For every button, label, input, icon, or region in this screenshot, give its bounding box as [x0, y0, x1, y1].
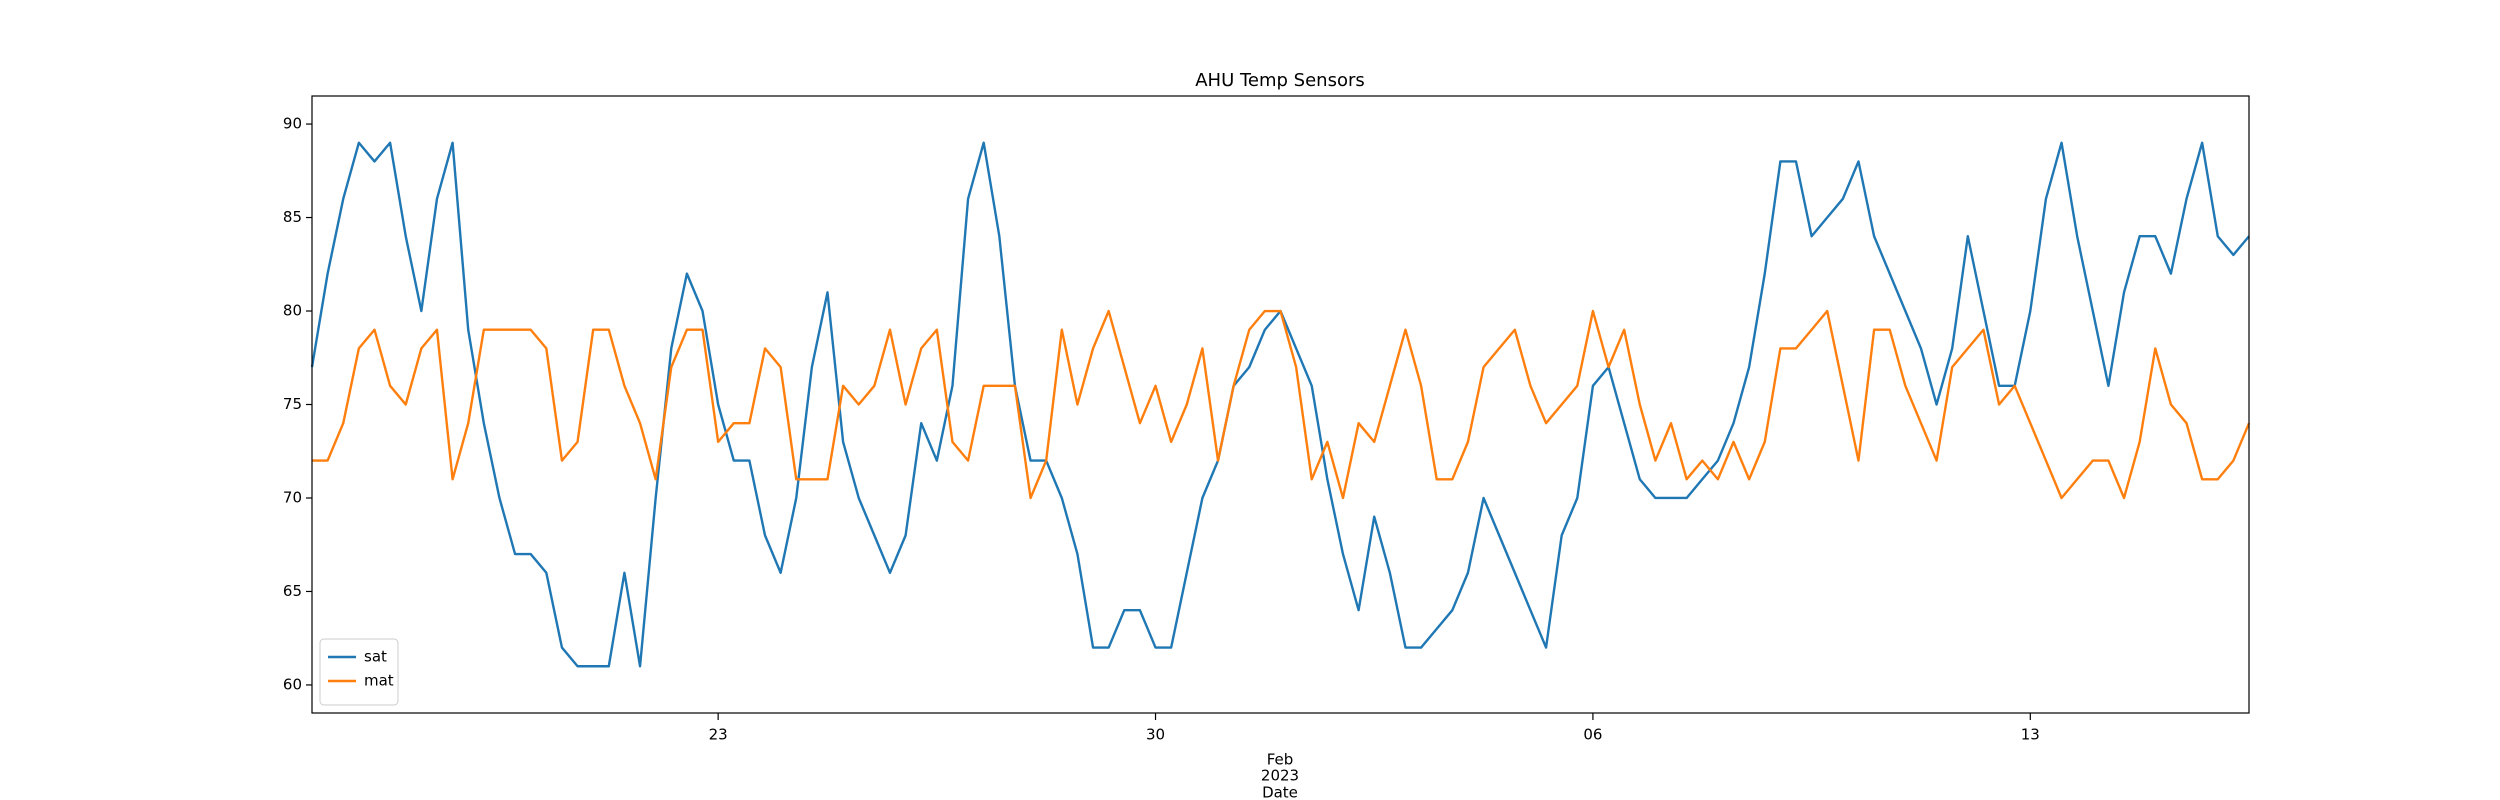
y-tick-label: 90 — [283, 115, 302, 133]
y-tick-label: 80 — [283, 302, 302, 320]
x-tick-label: 13 — [2021, 726, 2040, 744]
x-axis-label: Date — [1262, 784, 1298, 800]
legend-label: sat — [364, 648, 387, 666]
x-tick-label: 23 — [709, 726, 728, 744]
series-line — [312, 309, 2251, 500]
x-offset-year: 2023 — [1261, 767, 1299, 785]
series-line — [310, 141, 2250, 668]
x-offset-month: Feb — [1267, 751, 1294, 769]
axes-frame — [311, 95, 2250, 714]
y-tick-label: 75 — [283, 395, 302, 413]
x-tick-label: 30 — [1146, 726, 1165, 744]
x-tick-label: 06 — [1583, 726, 1602, 744]
y-tick-label: 70 — [283, 488, 302, 506]
chart-title: AHU Temp Sensors — [1195, 70, 1365, 91]
legend-label: mat — [364, 672, 394, 690]
y-tick-label: 65 — [283, 582, 302, 600]
y-tick-label: 60 — [283, 675, 302, 693]
legend-box — [319, 638, 399, 706]
y-tick-label: 85 — [283, 208, 302, 226]
legend: sat mat — [319, 638, 399, 706]
